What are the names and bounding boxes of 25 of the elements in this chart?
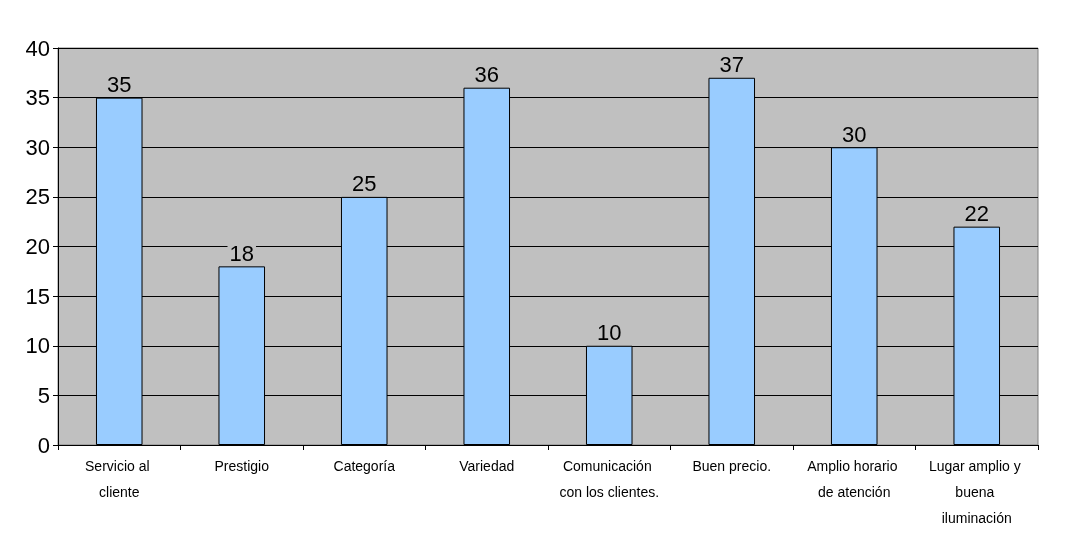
data-label: 37 (719, 52, 744, 78)
data-label: 36 (474, 62, 499, 88)
data-label: 22 (964, 201, 989, 227)
x-tick-label: Variedad (459, 458, 515, 474)
y-tick-label: 10 (25, 333, 50, 359)
data-label: 25 (352, 171, 377, 197)
y-tick-label: 25 (25, 184, 50, 210)
y-tick-label: 35 (25, 85, 50, 111)
data-label: 10 (597, 320, 622, 346)
y-tick-label: 15 (25, 283, 50, 309)
x-tick-label: Comunicación con los clientes. (559, 458, 660, 500)
data-label: 35 (107, 72, 132, 98)
y-tick-label: 5 (37, 382, 50, 408)
y-tick-label: 0 (37, 432, 50, 458)
y-tick-label: 20 (25, 234, 50, 259)
y-tick-label: 40 (25, 35, 50, 61)
x-tick-label: Servicio al cliente (85, 458, 154, 500)
x-tick-label: Buen precio. (692, 458, 772, 474)
data-label: 18 (229, 240, 254, 266)
data-label: 30 (842, 121, 867, 147)
x-tick-label: Lugar amplio y buena iluminación (928, 458, 1025, 526)
x-tick-label: Prestigio (214, 458, 270, 474)
x-tick-label: Amplio horario de atención (807, 458, 902, 500)
y-tick-label: 30 (25, 134, 50, 160)
x-tick-label: Categoría (333, 458, 396, 474)
